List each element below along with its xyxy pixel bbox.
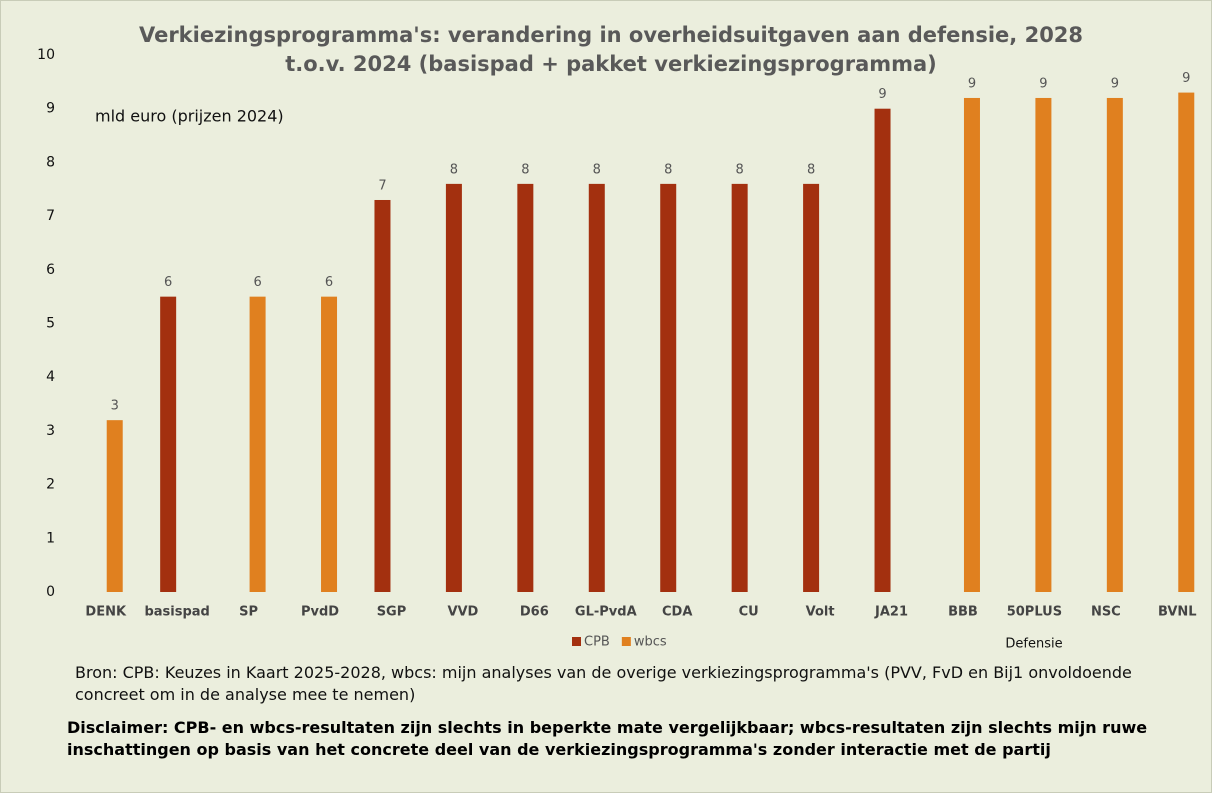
y-tick-label: 2 [46,477,55,493]
x-tick-label: JA21 [874,605,908,620]
data-label: 8 [736,162,744,177]
annotation: Defensie [1005,637,1062,652]
y-tick-label: 6 [46,262,55,278]
legend-label: CPB [584,635,610,650]
x-tick-label: BBB [948,605,978,620]
data-label: 9 [1039,76,1047,91]
bar [106,420,123,592]
y-tick-label: 9 [46,101,55,117]
y-tick-label: 7 [46,208,55,224]
data-label: 9 [1111,76,1119,91]
bar [1178,92,1195,592]
x-tick-label: BVNL [1158,605,1197,620]
x-tick-label: Volt [806,605,835,620]
bar [1035,97,1052,593]
x-tick-label: NSC [1091,605,1121,620]
y-tick-label: 1 [46,530,55,546]
data-label: 3 [111,399,119,414]
disclaimer: Disclaimer: CPB- en wbcs-resultaten zijn… [67,718,1148,759]
x-tick-label: D66 [520,605,549,620]
bar [374,199,391,593]
x-tick-label: SP [239,605,258,620]
bar [874,108,891,592]
data-label: 6 [164,275,172,290]
legend-swatch [572,637,581,646]
bar [249,296,266,592]
y-axis-label: mld euro (prijzen 2024) [95,107,284,126]
data-label: 8 [521,162,529,177]
bar [731,183,748,592]
data-label: 8 [664,162,672,177]
data-label: 6 [253,275,261,290]
x-tick-label: 50PLUS [1007,605,1062,620]
data-label: 8 [450,162,458,177]
y-tick-label: 0 [46,584,55,600]
source: Bron: CPB: Keuzes in Kaart 2025-2028, wb… [75,663,1132,704]
y-tick-label: 5 [46,316,55,332]
y-tick-label: 4 [46,369,55,385]
bar [660,183,677,592]
y-tick-label: 8 [46,154,55,170]
chart-title: Verkiezingsprogramma's: verandering in o… [138,23,1084,76]
y-tick-label: 3 [46,423,55,439]
data-label: 7 [378,178,386,193]
bar [963,97,980,593]
x-tick-label: PvdD [301,605,339,620]
x-tick-label: SGP [377,605,407,620]
data-label: 6 [325,275,333,290]
bar [803,183,820,592]
x-tick-label: DENK [85,605,127,620]
data-label: 9 [878,87,886,102]
x-tick-label: VVD [447,605,478,620]
data-label: 8 [807,162,815,177]
legend-swatch [621,637,631,646]
bar [1106,97,1123,593]
data-label: 9 [1182,71,1190,86]
bar [517,183,534,592]
x-tick-label: basispad [144,605,209,620]
x-tick-label: CU [739,605,759,620]
x-tick-label: GL-PvdA [575,605,637,620]
legend-label: wbcs [634,635,667,650]
bar [160,296,177,592]
data-label: 8 [593,162,601,177]
data-label: 9 [968,76,976,91]
x-tick-label: CDA [662,605,692,620]
bar [588,183,605,592]
bar [445,183,462,592]
bar [321,296,338,592]
y-tick-label: 10 [37,47,55,63]
